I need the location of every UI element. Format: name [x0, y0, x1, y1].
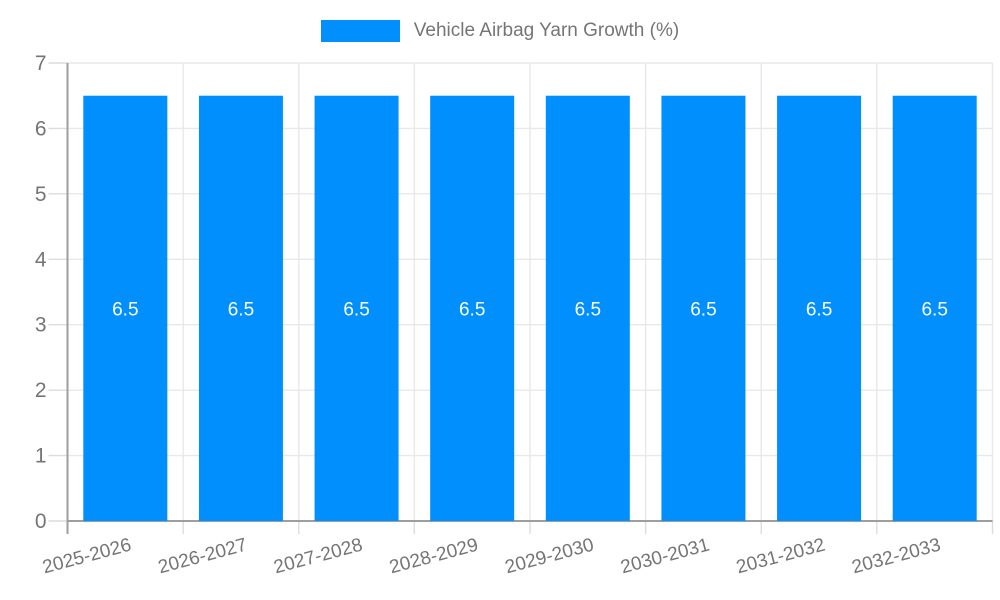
- bar[interactable]: [777, 95, 862, 521]
- bar-value-label: 6.5: [575, 299, 601, 320]
- y-tick-label: 3: [35, 314, 47, 337]
- x-tick-label: 2029-2030: [503, 535, 596, 579]
- x-tick-label: 2028-2029: [387, 535, 480, 579]
- x-tick-label: 2026-2027: [156, 535, 249, 579]
- bar-value-label: 6.5: [690, 299, 716, 320]
- bar[interactable]: [430, 95, 515, 521]
- x-tick-label: 2025-2026: [40, 535, 133, 579]
- y-tick-label: 1: [35, 445, 47, 468]
- y-tick-label: 0: [35, 510, 47, 533]
- bar-value-label: 6.5: [228, 299, 254, 320]
- y-tick-label: 7: [35, 52, 47, 75]
- x-tick-label: 2030-2031: [619, 535, 712, 579]
- bar[interactable]: [314, 95, 399, 521]
- y-tick-label: 6: [35, 117, 47, 140]
- legend-swatch[interactable]: [320, 20, 400, 42]
- bar[interactable]: [661, 95, 746, 521]
- legend-label[interactable]: Vehicle Airbag Yarn Growth (%): [413, 20, 680, 41]
- bar[interactable]: [83, 95, 168, 521]
- y-tick-label: 4: [35, 248, 47, 271]
- bar-value-label: 6.5: [343, 299, 369, 320]
- bar[interactable]: [198, 95, 283, 521]
- bar-value-label: 6.5: [806, 299, 832, 320]
- x-tick-label: 2027-2028: [272, 535, 365, 579]
- bar[interactable]: [545, 95, 630, 521]
- bar[interactable]: [892, 95, 977, 521]
- bar-value-label: 6.5: [112, 299, 138, 320]
- x-tick-label: 2032-2033: [850, 535, 943, 579]
- x-tick-label: 2031-2032: [734, 535, 827, 579]
- y-tick-label: 5: [35, 183, 47, 206]
- bar-value-label: 6.5: [459, 299, 485, 320]
- bar-value-label: 6.5: [921, 299, 947, 320]
- y-tick-label: 2: [35, 379, 47, 402]
- chart-legend: Vehicle Airbag Yarn Growth (%): [0, 20, 1000, 42]
